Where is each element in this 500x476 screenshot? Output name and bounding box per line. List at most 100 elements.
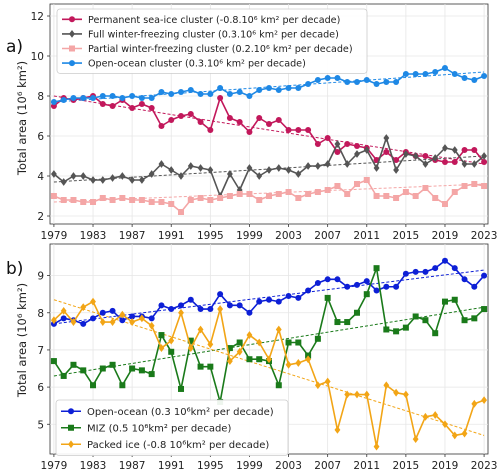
packed-ice-point (168, 336, 175, 345)
panel-a-frame (49, 3, 489, 225)
legend-swatch-marker (69, 45, 75, 52)
partial-winter-freezing-cluster-point (187, 197, 194, 203)
open-ocean-cluster-point (441, 65, 448, 71)
open-ocean-point (481, 272, 488, 279)
permanent-sea-ice-cluster-point (422, 153, 429, 159)
panel-b: b) Total area (10⁶ km²) 1979 1983 1987 1991… (6, 243, 497, 472)
x-tick-label: 1995 (197, 460, 224, 472)
packed-ice-point (314, 381, 321, 390)
permanent-sea-ice-cluster-point (295, 127, 302, 133)
miz-point (481, 306, 488, 313)
open-ocean-cluster-point (305, 81, 312, 87)
x-tick-label: 2003 (275, 230, 302, 242)
x-tick-label: 1987 (119, 460, 146, 472)
full-winter-freezing-cluster-point (402, 150, 409, 158)
full-winter-freezing-cluster-point (138, 176, 145, 184)
miz-point (187, 337, 194, 344)
partial-winter-freezing-cluster-point (138, 197, 145, 203)
open-ocean-cluster-point (70, 95, 77, 101)
full-winter-freezing-cluster-point (99, 176, 106, 184)
legend-item-packed-ice: Packed ice (-0.8 10⁶km² per decade) (61, 440, 269, 451)
miz-point (109, 361, 116, 368)
y-tick-label: 7 (37, 345, 44, 357)
open-ocean-cluster-point (412, 71, 419, 77)
partial-winter-freezing-cluster-point (148, 199, 155, 205)
open-ocean-point (314, 280, 321, 287)
miz-point (285, 339, 292, 346)
permanent-sea-ice-cluster-point (275, 117, 282, 123)
open-ocean-point (373, 287, 380, 294)
partial-winter-freezing-cluster-point (246, 191, 253, 197)
open-ocean-point (471, 283, 478, 290)
full-winter-freezing-cluster-point (354, 150, 360, 158)
open-ocean-point (236, 302, 243, 309)
full-winter-freezing-cluster-point (314, 162, 321, 170)
permanent-sea-ice-cluster-point (393, 157, 400, 163)
legend-box (56, 8, 368, 74)
open-ocean-point (80, 320, 87, 327)
full-winter-freezing-cluster-point (60, 178, 67, 186)
x-tick-label: 2007 (314, 460, 341, 472)
partial-winter-freezing-cluster-point (383, 193, 390, 199)
packed-ice-point (481, 396, 488, 405)
panel-a-y-axis-label: Total area (10⁶ km²) (15, 61, 29, 176)
permanent-sea-ice-cluster-point (324, 135, 331, 141)
x-tick-label: 2007 (314, 230, 341, 242)
y-tick-label: 9 (37, 271, 44, 283)
open-ocean-cluster-point (314, 77, 321, 83)
packed-ice-point (344, 390, 351, 399)
open-ocean-cluster-point (275, 87, 282, 93)
open-ocean-cluster-point (168, 91, 175, 97)
x-tick-label: 1999 (236, 460, 263, 472)
full-winter-freezing-cluster-point (266, 166, 272, 174)
packed-ice-point (334, 425, 341, 434)
partial-winter-freezing-cluster-point (129, 197, 136, 203)
open-ocean-point (246, 309, 253, 316)
open-ocean-series (50, 257, 488, 327)
open-ocean-cluster-point (285, 85, 292, 91)
open-ocean-cluster-point (422, 71, 429, 77)
partial-winter-freezing-cluster-point (412, 193, 419, 199)
open-ocean-cluster-point (266, 85, 272, 91)
legend-item-permanent-sea-ice-cluster: Permanent sea-ice cluster (-0.8.10⁶ km² … (62, 15, 340, 26)
open-ocean-cluster-point (226, 91, 233, 97)
partial-winter-freezing-cluster-point (178, 209, 185, 215)
miz-point (432, 330, 439, 337)
open-ocean-cluster-point (295, 85, 302, 91)
packed-ice-point (109, 318, 116, 326)
open-ocean-cluster-point (393, 79, 400, 85)
miz-point (383, 326, 390, 333)
full-winter-freezing-cluster-point (461, 160, 468, 168)
panel-a-label: a) (6, 37, 23, 57)
partial-winter-freezing-cluster-point (373, 193, 380, 199)
permanent-sea-ice-cluster-point (236, 119, 243, 125)
x-tick-label: 1991 (158, 230, 185, 242)
full-winter-freezing-cluster-series (50, 134, 488, 200)
miz-point (226, 345, 233, 352)
full-winter-freezing-cluster-point (178, 172, 184, 180)
open-ocean-cluster-point (60, 97, 67, 103)
packed-ice-point (266, 355, 272, 364)
open-ocean-cluster-point (383, 79, 390, 85)
partial-winter-freezing-cluster-point (451, 189, 458, 195)
miz-point (99, 365, 106, 372)
full-winter-freezing-cluster-point (148, 170, 155, 178)
x-tick-label: 2011 (353, 230, 380, 242)
miz-point (60, 372, 67, 379)
legend-item-open-ocean: Open-ocean (0.3 10⁶km² per decade) (61, 407, 274, 418)
panel-b-legend: Open-ocean (0.3 10⁶km² per decade) MIZ (0… (55, 399, 289, 456)
miz-point (324, 294, 331, 301)
panel-a-ticks: 1979 1983 1987 1991 1995 1999 2003 2007 2011 2015… (31, 11, 498, 242)
x-tick-label: 2023 (471, 230, 498, 242)
full-winter-freezing-cluster-point (285, 166, 292, 174)
packed-ice-point (373, 442, 380, 451)
panel-a: a) Total area (10⁶ km²) 1979 1983 1987 1991… (6, 3, 498, 242)
packed-ice-point (50, 316, 57, 325)
legend-box (55, 399, 289, 456)
full-winter-freezing-cluster-point (432, 154, 439, 162)
permanent-sea-ice-cluster-point (99, 101, 106, 107)
miz-point (422, 317, 429, 324)
partial-winter-freezing-cluster-point (80, 199, 87, 205)
packed-ice-point (256, 338, 263, 347)
open-ocean-point (324, 276, 331, 283)
